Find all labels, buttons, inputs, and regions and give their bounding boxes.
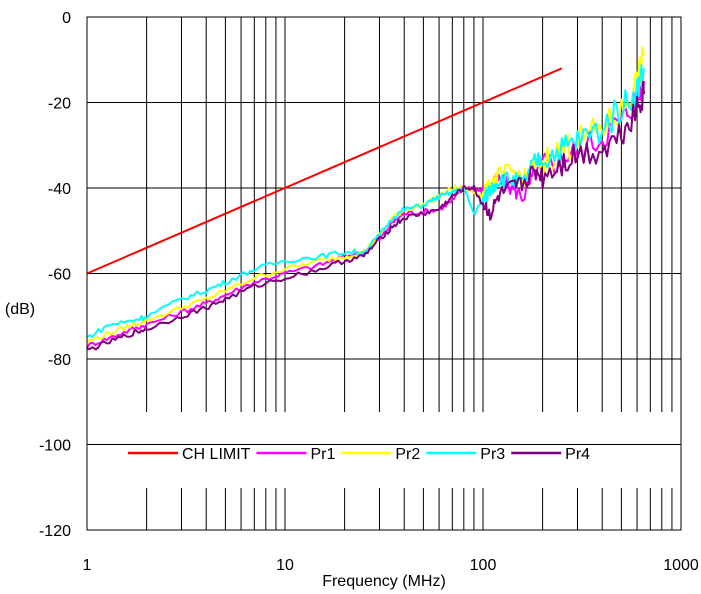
legend-label-pr1: Pr1	[310, 446, 335, 463]
y-tick-label: -80	[48, 352, 71, 369]
x-tick-label: 100	[470, 557, 497, 574]
y-tick-label: -20	[48, 96, 71, 113]
x-tick-labels: 1 10 100 1000	[83, 557, 699, 574]
y-tick-label: -60	[48, 267, 71, 284]
series-line-pr4	[86, 80, 645, 351]
series-line-pr3	[86, 64, 645, 338]
y-tick-label: -120	[39, 523, 71, 540]
x-axis-label: Frequency (MHz)	[322, 573, 446, 590]
legend-label-ch-limit: CH LIMIT	[182, 446, 251, 463]
series-layer	[86, 46, 645, 351]
series-line-ch-limit	[86, 67, 563, 275]
y-tick-label: -100	[39, 438, 71, 455]
legend-label-pr2: Pr2	[395, 446, 420, 463]
y-tick-label: -40	[48, 181, 71, 198]
x-tick-label: 1000	[663, 557, 699, 574]
y-tick-labels: 0 -20 -40 -60 -80 -100 -120	[39, 10, 71, 540]
legend: CH LIMIT Pr1 Pr2 Pr3 Pr4	[128, 446, 590, 463]
x-tick-label: 1	[83, 557, 92, 574]
plot-frame	[86, 16, 682, 531]
y-tick-label: 0	[62, 10, 71, 27]
x-tick-label: 10	[276, 557, 294, 574]
legend-label-pr4: Pr4	[565, 446, 590, 463]
y-axis-label: (dB)	[5, 301, 35, 318]
legend-label-pr3: Pr3	[480, 446, 505, 463]
